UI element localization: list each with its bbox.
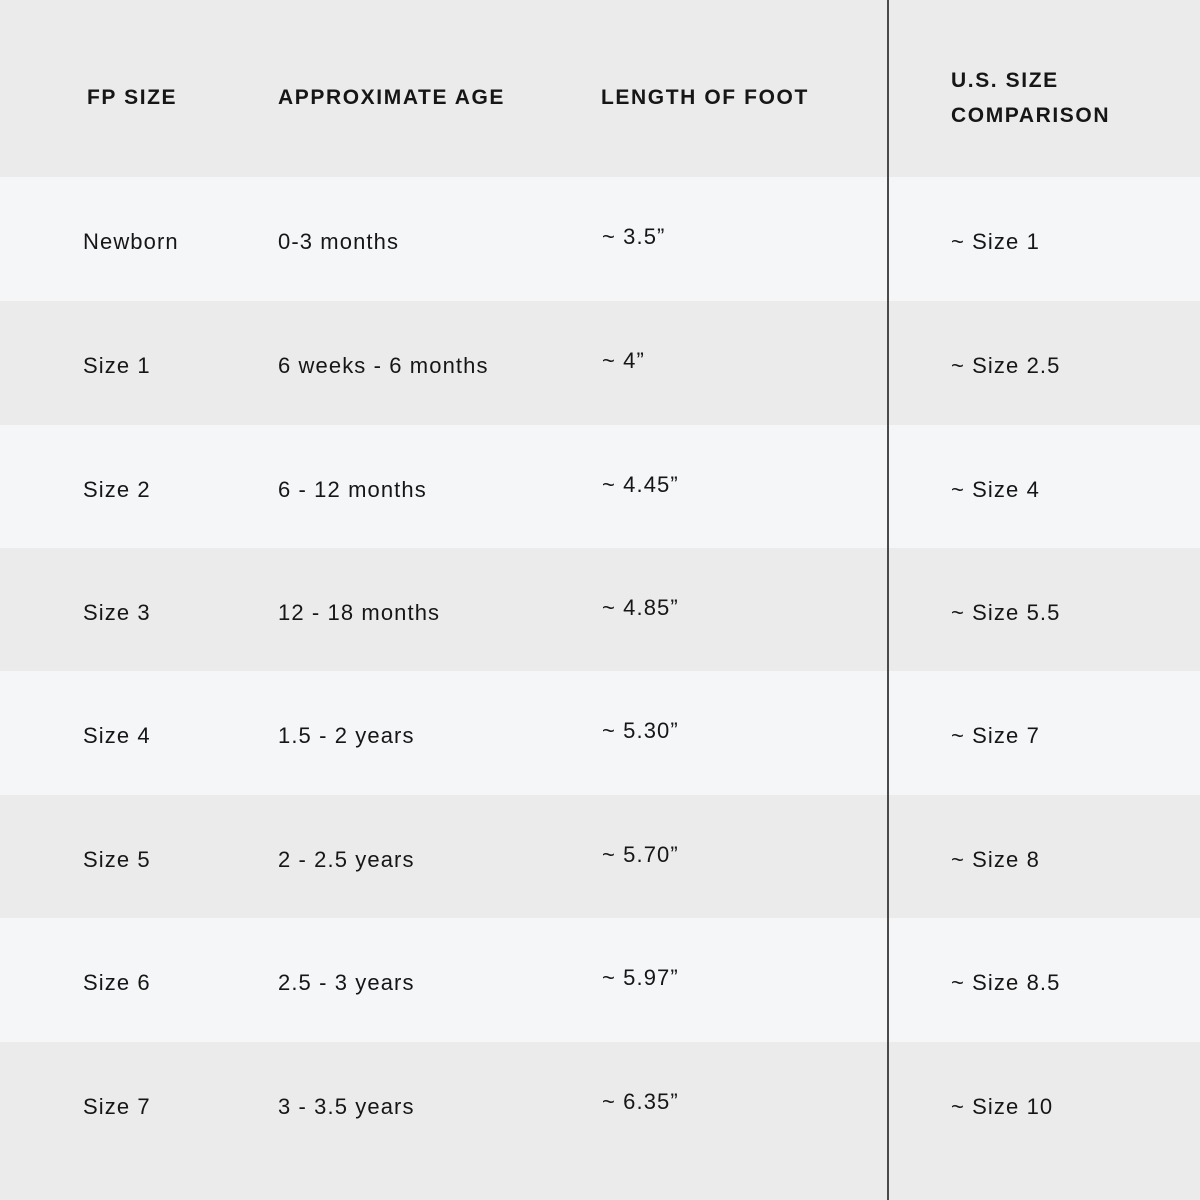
fp-size-cell: Size 4: [83, 723, 151, 748]
age-cell: 12 - 18 months: [278, 600, 441, 625]
us-size-cell: ~ Size 5.5: [951, 600, 1061, 625]
header-us-size: U.S. SIZE: [951, 69, 1059, 92]
fp-size-cell: Newborn: [83, 229, 179, 254]
age-cell: 6 - 12 months: [278, 477, 427, 502]
column-divider: [887, 0, 889, 1200]
age-cell: 2 - 2.5 years: [278, 847, 415, 872]
us-size-cell: ~ Size 1: [951, 229, 1040, 254]
table-row: Size 2 6 - 12 months ~ 4.45” ~ Size 4: [0, 425, 1200, 548]
fp-size-cell: Size 7: [83, 1094, 151, 1119]
fp-size-cell: Size 2: [83, 477, 151, 502]
foot-length-cell: ~ 4.85”: [602, 595, 679, 620]
header-fp-size: FP SIZE: [87, 86, 178, 109]
header-approximate-age: APPROXIMATE AGE: [278, 86, 506, 109]
table-row: Size 6 2.5 - 3 years ~ 5.97” ~ Size 8.5: [0, 918, 1200, 1042]
foot-length-cell: ~ 3.5”: [602, 224, 666, 249]
table-row: Size 3 12 - 18 months ~ 4.85” ~ Size 5.5: [0, 548, 1200, 671]
us-size-cell: ~ Size 2.5: [951, 353, 1061, 378]
age-cell: 0-3 months: [278, 229, 400, 254]
table-row: Size 1 6 weeks - 6 months ~ 4” ~ Size 2.5: [0, 301, 1200, 425]
age-cell: 3 - 3.5 years: [278, 1094, 415, 1119]
foot-length-cell: ~ 4”: [602, 348, 645, 373]
fp-size-cell: Size 6: [83, 970, 151, 995]
header-comparison: COMPARISON: [951, 104, 1111, 127]
us-size-cell: ~ Size 7: [951, 723, 1040, 748]
fp-size-cell: Size 1: [83, 353, 151, 378]
foot-length-cell: ~ 6.35”: [602, 1089, 679, 1114]
age-cell: 1.5 - 2 years: [278, 723, 415, 748]
fp-size-cell: Size 3: [83, 600, 151, 625]
foot-length-cell: ~ 4.45”: [602, 472, 679, 497]
us-size-cell: ~ Size 10: [951, 1094, 1054, 1119]
foot-length-cell: ~ 5.70”: [602, 842, 679, 867]
table-row: Size 5 2 - 2.5 years ~ 5.70” ~ Size 8: [0, 795, 1200, 918]
table-row: Size 4 1.5 - 2 years ~ 5.30” ~ Size 7: [0, 671, 1200, 795]
age-cell: 6 weeks - 6 months: [278, 353, 489, 378]
fp-size-cell: Size 5: [83, 847, 151, 872]
us-size-cell: ~ Size 8.5: [951, 970, 1061, 995]
table-row: Newborn 0-3 months ~ 3.5” ~ Size 1: [0, 177, 1200, 301]
foot-length-cell: ~ 5.97”: [602, 965, 679, 990]
us-size-cell: ~ Size 8: [951, 847, 1040, 872]
age-cell: 2.5 - 3 years: [278, 970, 415, 995]
table-header: FP SIZE APPROXIMATE AGE LENGTH OF FOOT U…: [0, 0, 1200, 177]
header-length-of-foot: LENGTH OF FOOT: [601, 86, 809, 109]
table-row: Size 7 3 - 3.5 years ~ 6.35” ~ Size 10: [0, 1042, 1200, 1200]
us-size-cell: ~ Size 4: [951, 477, 1040, 502]
foot-length-cell: ~ 5.30”: [602, 718, 679, 743]
